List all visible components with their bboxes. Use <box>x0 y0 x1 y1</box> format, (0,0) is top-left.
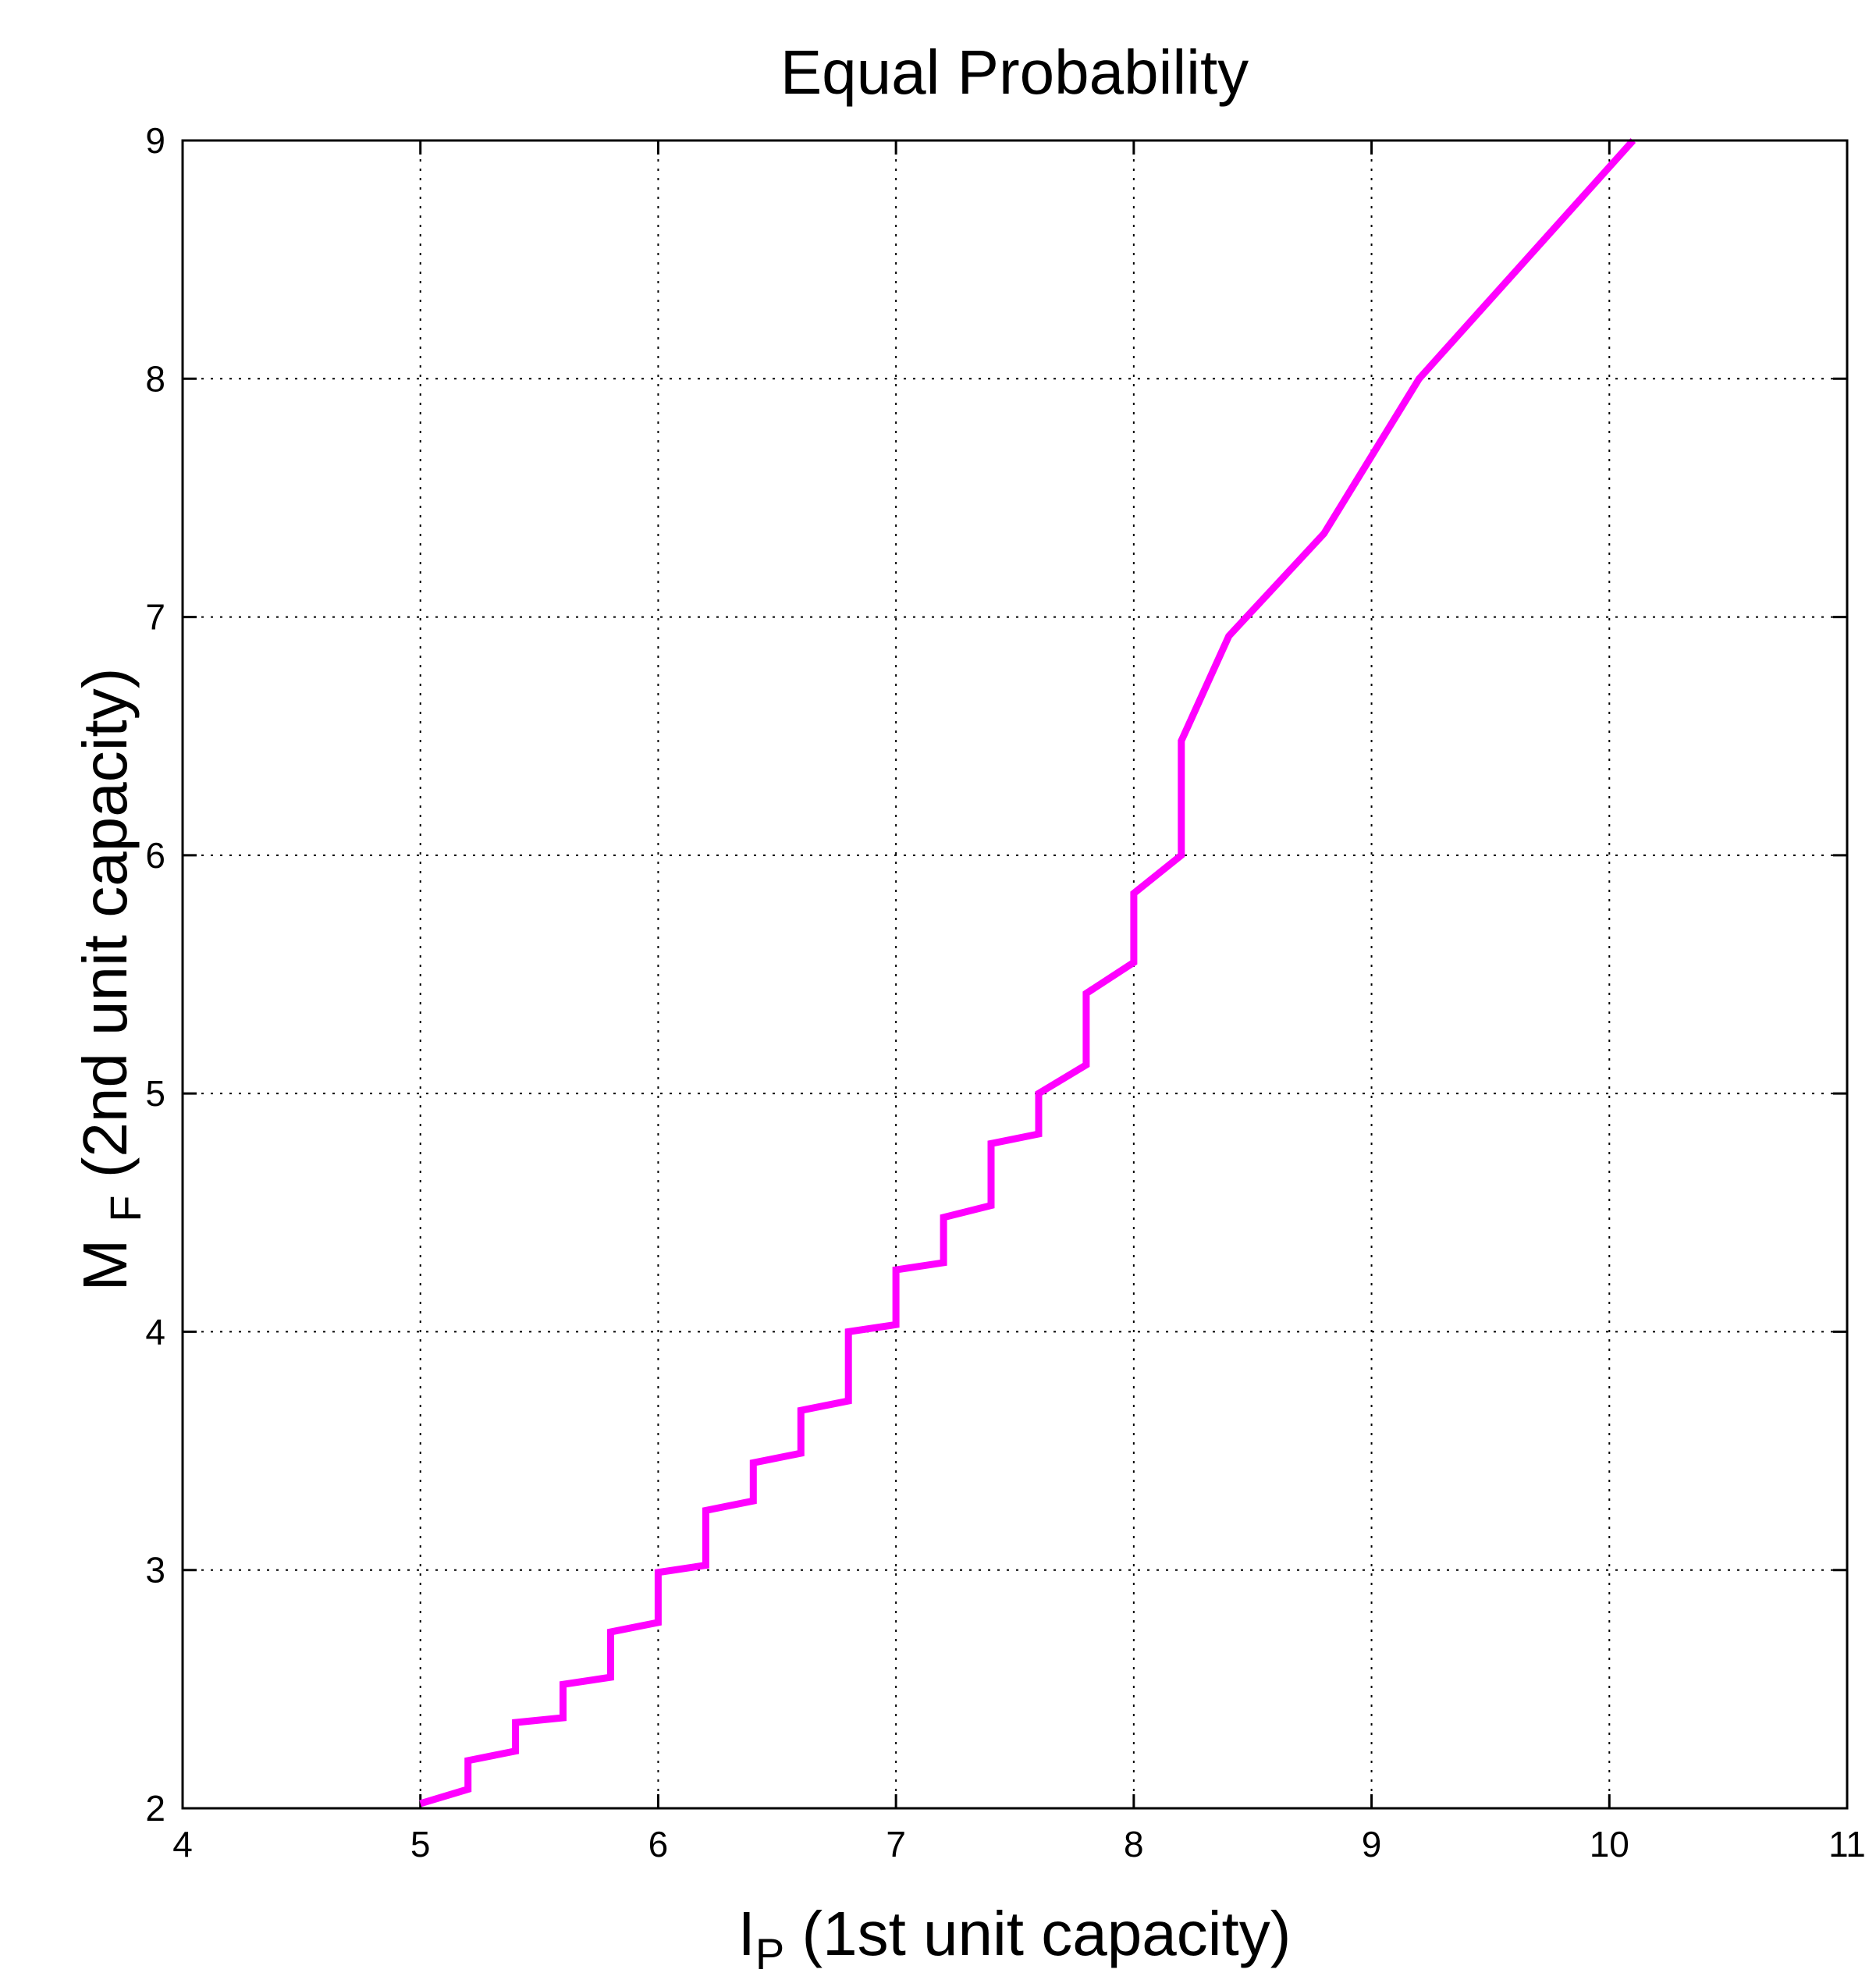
y-tick-label-5: 7 <box>145 597 165 638</box>
x-tick-label-4: 8 <box>1124 1824 1144 1864</box>
x-tick-label-7: 11 <box>1828 1824 1866 1864</box>
y-tick-label-1: 3 <box>145 1550 165 1591</box>
y-tick-label-0: 2 <box>145 1788 165 1829</box>
series-layer <box>419 137 1636 1807</box>
y-tick-label-4: 6 <box>145 835 165 876</box>
y-axis-title-rest: (2nd unit capacity) <box>70 668 140 1196</box>
x-axis-title: IP (1st unit capacity) <box>738 1899 1292 1978</box>
series-line-0 <box>419 137 1636 1807</box>
y-axis-title-subscript: F <box>101 1196 150 1222</box>
plot-area-frame <box>181 139 1849 1810</box>
y-axis-title-main: M <box>70 1239 140 1292</box>
x-axis-title-main: I <box>738 1899 755 1968</box>
x-tick-label-0: 4 <box>172 1824 193 1864</box>
grid-layer <box>183 140 1847 1808</box>
x-tick-label-6: 10 <box>1590 1824 1629 1864</box>
y-axis-title: MF (2nd unit capacity) <box>70 668 150 1292</box>
x-tick-label-3: 7 <box>886 1824 906 1864</box>
x-tick-label-5: 9 <box>1362 1824 1382 1864</box>
tick-layer: 4 5 6 7 8 9 10 11 2 3 4 5 6 7 8 9 <box>145 120 1865 1864</box>
y-tick-label-7: 9 <box>145 120 165 161</box>
x-axis-title-subscript: P <box>755 1929 784 1978</box>
x-axis-title-rest: (1st unit capacity) <box>784 1899 1291 1968</box>
y-tick-label-6: 8 <box>145 358 165 399</box>
y-tick-label-3: 5 <box>145 1073 165 1114</box>
chart-title: Equal Probability <box>780 37 1249 107</box>
x-tick-label-2: 6 <box>648 1824 669 1864</box>
y-tick-label-2: 4 <box>145 1311 165 1352</box>
x-tick-label-1: 5 <box>410 1824 431 1864</box>
